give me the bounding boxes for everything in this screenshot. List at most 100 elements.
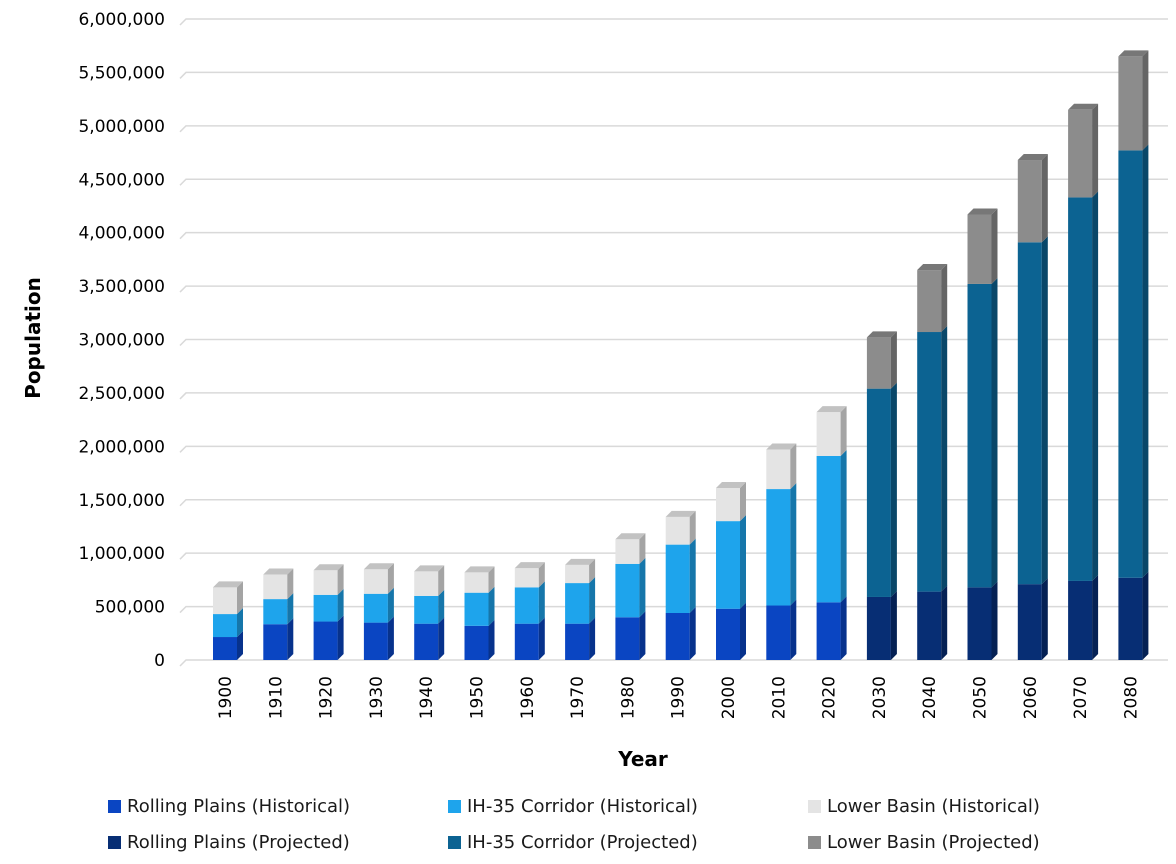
bar-segment-side — [1142, 144, 1149, 578]
bar-segment — [615, 617, 640, 660]
bar-segment-top — [665, 510, 696, 517]
bar-segment — [263, 574, 288, 600]
bar-segment-side — [639, 611, 646, 660]
bar-segment — [1068, 197, 1093, 581]
bar-segment-top — [313, 564, 344, 571]
bar-segment — [514, 587, 539, 624]
bar-segment-side — [689, 606, 696, 660]
x-tick-label: 1940 — [417, 676, 437, 719]
x-tick-label: 2010 — [769, 676, 789, 719]
bar-segment — [363, 622, 388, 660]
bar-stack-1950 — [464, 566, 495, 660]
x-tick-label: 2060 — [1021, 676, 1041, 719]
legend-item-lower-basin-projected: Lower Basin (Projected) — [808, 832, 1148, 853]
bar-segment — [866, 388, 891, 597]
bar-segment — [565, 583, 590, 624]
bar-segment-side — [387, 616, 394, 660]
bar-segment-side — [890, 590, 897, 660]
gridline — [179, 392, 1168, 400]
bar-stack-2030 — [866, 331, 897, 660]
x-tick-label: 1900 — [216, 676, 236, 719]
bar-segment — [414, 595, 439, 624]
x-tick-labels: 1900 1910 1920 1930 1940 1950 1960 1970 1980 1990… — [216, 676, 1141, 719]
bar-segment — [866, 596, 891, 660]
chart-plot: 0 500,000 1,000,000 1,500,000 2,000,000 2,500… — [21, 10, 1168, 771]
bar-segment-side — [991, 581, 998, 660]
bar-segment-top — [816, 406, 847, 413]
y-tick-label: 2,500,000 — [78, 384, 165, 404]
bar-stack-1970 — [565, 558, 596, 660]
y-tick-label: 5,000,000 — [78, 117, 165, 137]
legend-item-rolling-plains-historical: Rolling Plains (Historical) — [108, 796, 448, 817]
bar-stack-1910 — [263, 568, 294, 660]
x-tick-label: 2040 — [920, 676, 940, 719]
bar-segment-side — [287, 568, 294, 600]
bar-segment-side — [991, 277, 998, 588]
bar-segment — [213, 637, 237, 660]
bar-segment-side — [589, 617, 596, 660]
grid-lines — [179, 18, 1168, 667]
bar-segment — [1118, 56, 1143, 151]
bar-segment-side — [237, 608, 243, 638]
gridline — [179, 71, 1168, 79]
bar-stack-2010 — [766, 443, 797, 660]
legend-swatch — [108, 799, 121, 813]
bar-stack-1940 — [414, 565, 445, 660]
y-tick-label: 0 — [154, 651, 165, 671]
bar-stack-1960 — [514, 562, 545, 660]
y-tick-label: 1,500,000 — [78, 491, 165, 511]
bar-segment-side — [589, 558, 596, 584]
y-tick-label: 3,500,000 — [78, 277, 165, 297]
bar-segment-side — [1041, 154, 1048, 243]
bar-segment — [1068, 580, 1093, 660]
gridline — [179, 178, 1168, 186]
bar-segment — [967, 214, 992, 284]
legend-swatch — [448, 799, 461, 813]
bar-stacks — [213, 50, 1149, 660]
bar-stack-1930 — [363, 563, 394, 660]
bar-segment — [1118, 577, 1143, 660]
bar-segment-side — [438, 589, 445, 624]
gridline — [179, 231, 1168, 240]
bar-segment-top — [1017, 154, 1048, 161]
bar-segment — [313, 570, 338, 595]
bar-segment — [1017, 160, 1042, 243]
y-tick-label: 500,000 — [95, 598, 165, 618]
bar-segment-side — [941, 264, 948, 333]
x-tick-label: 2080 — [1121, 676, 1141, 719]
bar-segment-side — [740, 515, 746, 609]
bar-segment-side — [1142, 571, 1149, 660]
bar-segment-side — [941, 585, 948, 660]
y-tick-label: 2,000,000 — [78, 437, 165, 457]
x-tick-label: 1960 — [518, 676, 538, 719]
bar-segment — [766, 489, 791, 606]
x-tick-label: 1980 — [618, 676, 638, 719]
bar-segment — [514, 623, 539, 660]
bar-segment — [716, 521, 740, 609]
bar-segment-side — [639, 533, 646, 564]
legend-label: IH-35 Corridor (Historical) — [467, 795, 698, 817]
bar-segment-side — [237, 581, 243, 615]
x-tick-label: 2030 — [870, 676, 890, 719]
bar-segment-side — [387, 563, 394, 594]
bar-segment-top — [917, 264, 948, 271]
bar-segment — [866, 337, 891, 389]
bar-stack-1920 — [313, 564, 344, 660]
bar-segment — [565, 623, 590, 660]
bar-segment — [766, 605, 791, 660]
bar-segment-top — [615, 533, 646, 540]
bar-segment — [514, 568, 539, 588]
gridline — [179, 338, 1168, 347]
y-tick-label: 3,000,000 — [78, 331, 165, 351]
legend-label: IH-35 Corridor (Projected) — [467, 831, 698, 853]
bar-segment-top — [363, 563, 394, 570]
bar-segment-side — [589, 577, 596, 624]
bar-segment-side — [890, 331, 897, 389]
bar-stack-2080 — [1118, 50, 1149, 660]
bar-segment-top — [766, 443, 797, 450]
bar-segment — [313, 594, 338, 622]
bar-segment-side — [237, 631, 243, 660]
bar-segment — [464, 625, 489, 660]
bar-segment-side — [488, 586, 495, 626]
